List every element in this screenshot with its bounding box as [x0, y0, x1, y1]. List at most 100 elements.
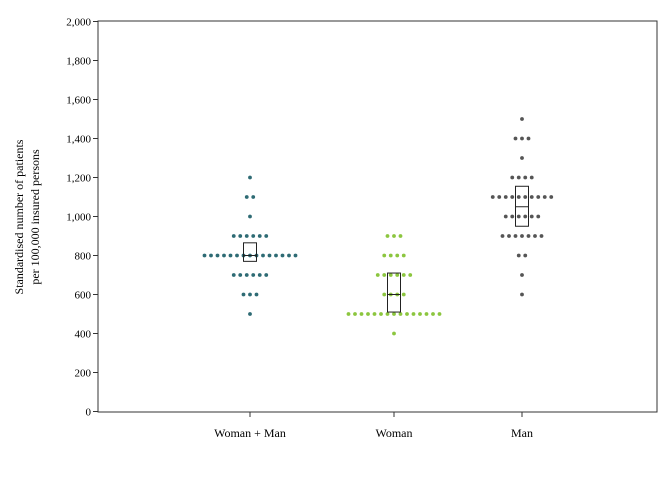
- data-point: [520, 234, 524, 238]
- data-point: [500, 234, 505, 238]
- y-tick-label: 400: [75, 329, 92, 341]
- data-point: [280, 253, 285, 258]
- data-point: [254, 292, 259, 297]
- data-point: [375, 273, 380, 277]
- data-point: [526, 136, 531, 141]
- data-point: [382, 292, 387, 297]
- data-point: [372, 312, 377, 316]
- y-tick-label: 1,000: [66, 212, 91, 224]
- data-point: [388, 253, 393, 258]
- data-point: [235, 253, 239, 258]
- data-point: [418, 312, 422, 316]
- data-point: [385, 234, 390, 238]
- data-point: [274, 253, 278, 258]
- x-axis-labels: Woman + Man Woman Man: [214, 412, 533, 440]
- data-point: [520, 136, 524, 141]
- data-point: [411, 312, 416, 316]
- data-point: [529, 195, 534, 199]
- data-point: [231, 234, 236, 238]
- data-point: [392, 234, 396, 238]
- data-point: [536, 195, 541, 199]
- data-point: [231, 273, 236, 277]
- data-point: [549, 195, 554, 199]
- x-category-label: Woman + Man: [214, 426, 286, 440]
- data-point: [497, 195, 502, 199]
- data-point: [359, 312, 364, 316]
- data-point: [513, 234, 518, 238]
- data-point: [251, 234, 256, 238]
- y-tick-label: 1,400: [66, 134, 91, 146]
- data-point: [529, 214, 534, 219]
- data-point: [238, 234, 243, 238]
- data-point: [401, 292, 406, 297]
- data-point: [526, 234, 531, 238]
- data-point: [510, 214, 515, 219]
- data-point: [251, 195, 256, 199]
- data-point: [503, 195, 508, 199]
- x-category-label: Woman: [375, 426, 412, 440]
- y-axis-title-line-2: per 100,000 insured persons: [28, 149, 42, 285]
- box-iqr: [387, 272, 401, 313]
- data-point: [244, 234, 249, 238]
- data-point: [516, 175, 521, 180]
- data-point: [520, 117, 524, 121]
- y-tick-label: 1,600: [66, 95, 91, 107]
- data-point: [267, 253, 272, 258]
- data-point: [516, 214, 521, 219]
- y-axis: 0 200 400 600 800 1,000 1,200 1,400 1,600 1,800 2,…: [66, 17, 98, 419]
- data-point: [398, 234, 403, 238]
- data-point: [392, 331, 396, 336]
- y-axis-title-line-1: Standardised number of patients: [12, 139, 26, 294]
- plot-frame: [97, 20, 658, 413]
- data-point: [202, 253, 207, 258]
- data-point: [513, 136, 518, 141]
- x-category-label: Man: [511, 426, 533, 440]
- data-point: [405, 312, 409, 316]
- data-point: [401, 273, 406, 277]
- data-point: [395, 273, 400, 277]
- data-point: [408, 273, 413, 277]
- data-point: [520, 273, 524, 277]
- data-point: [401, 253, 406, 258]
- y-tick-label: 600: [75, 290, 92, 302]
- data-point: [248, 312, 252, 316]
- data-point: [516, 195, 521, 199]
- data-point: [398, 312, 403, 316]
- data-point: [395, 253, 400, 258]
- data-point: [507, 234, 511, 238]
- data-point: [379, 312, 383, 316]
- data-point: [293, 253, 298, 258]
- y-tick-label: 2,000: [66, 17, 91, 29]
- data-point: [257, 234, 262, 238]
- data-point: [241, 292, 246, 297]
- data-point: [238, 273, 243, 277]
- y-tick-label: 800: [75, 251, 92, 263]
- data-point: [209, 253, 213, 258]
- data-point: [215, 253, 220, 258]
- data-point: [437, 312, 442, 316]
- data-point: [366, 312, 370, 316]
- data-point: [539, 234, 544, 238]
- data-point: [244, 195, 249, 199]
- data-point: [523, 175, 528, 180]
- data-point: [523, 214, 528, 219]
- data-point: [503, 214, 508, 219]
- data-point: [287, 253, 291, 258]
- data-point: [388, 273, 393, 277]
- data-point: [353, 312, 357, 316]
- data-point: [529, 175, 534, 180]
- data-point: [228, 253, 233, 258]
- data-point: [248, 175, 252, 180]
- y-tick-label: 1,200: [66, 173, 91, 185]
- data-point: [424, 312, 429, 316]
- data-point: [264, 273, 269, 277]
- data-point: [257, 273, 262, 277]
- data-point: [523, 253, 528, 258]
- y-tick-label: 200: [75, 368, 92, 380]
- data-point: [510, 195, 515, 199]
- data-point: [222, 253, 226, 258]
- data-point: [264, 234, 269, 238]
- y-tick-label: 0: [86, 407, 92, 419]
- data-point: [516, 253, 521, 258]
